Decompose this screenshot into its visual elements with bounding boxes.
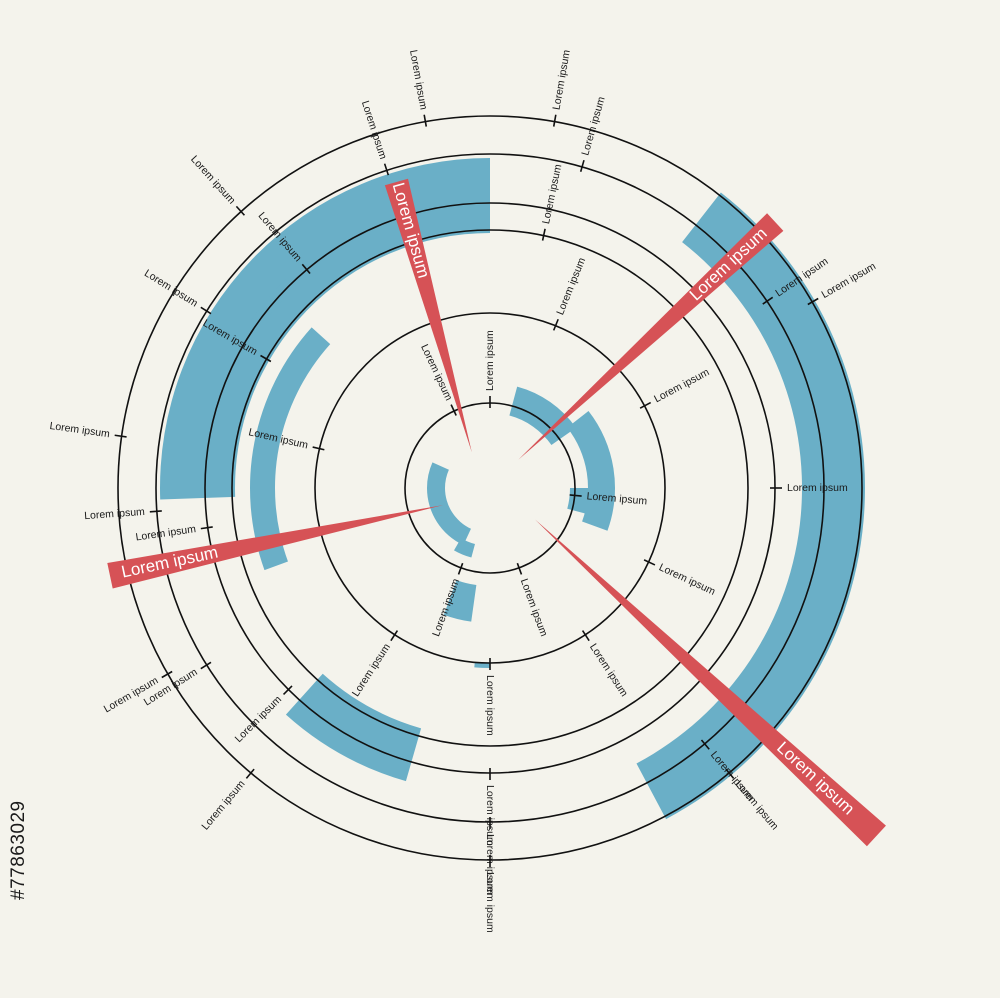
- tick-label: Lorem ipsum: [484, 330, 496, 391]
- tick-label: Lorem ipsum: [540, 163, 564, 225]
- flag-shape: [518, 213, 784, 460]
- data-segment: [427, 462, 449, 488]
- tick-mark: [541, 228, 546, 241]
- tick-label: Lorem ipsum: [142, 267, 200, 309]
- tick-label: Lorem ipsum: [484, 872, 496, 933]
- tick-label: Lorem ipsum: [586, 490, 648, 507]
- data-segment: [427, 488, 471, 546]
- callout-flag: Lorem ipsum: [518, 213, 784, 460]
- tick-mark: [643, 559, 656, 566]
- tick-label: Lorem ipsum: [587, 641, 630, 699]
- tick-mark: [552, 114, 557, 127]
- tick-label: Lorem ipsum: [657, 561, 717, 598]
- tick-mark: [457, 562, 464, 575]
- tick-mark: [282, 685, 293, 696]
- tick-mark: [200, 306, 212, 315]
- tick-label: Lorem ipsum: [787, 482, 848, 494]
- tick-label: Lorem ipsum: [484, 675, 496, 736]
- tick-mark: [301, 263, 311, 275]
- data-segment: [509, 386, 577, 445]
- tick-mark: [569, 494, 582, 497]
- data-segment: [454, 538, 475, 558]
- tick-mark: [639, 401, 652, 409]
- data-segment: [567, 411, 615, 531]
- tick-label: Lorem ipsum: [579, 95, 607, 157]
- ring-circle: [231, 229, 749, 747]
- tick-mark: [390, 630, 399, 642]
- tick-mark: [245, 768, 255, 779]
- tick-label: Lorem ipsum: [554, 256, 588, 317]
- data-segment: [250, 327, 331, 571]
- tick-label: Lorem ipsum: [359, 99, 389, 161]
- tick-mark: [579, 159, 585, 172]
- tick-label: Lorem ipsum: [188, 153, 238, 206]
- tick-mark: [260, 354, 272, 363]
- tick-label: Lorem ipsum: [484, 785, 496, 846]
- tick-mark: [161, 670, 173, 679]
- tick-mark: [700, 739, 710, 750]
- tick-mark: [235, 205, 246, 216]
- tick-mark: [200, 661, 212, 670]
- tick-label: Lorem ipsum: [135, 523, 197, 543]
- data-segment: [443, 580, 477, 622]
- flag-shape: [384, 178, 472, 453]
- tick-mark: [114, 434, 127, 438]
- data-segment: [636, 192, 865, 820]
- tick-mark: [516, 562, 523, 575]
- tick-mark: [552, 318, 559, 331]
- tick-mark: [149, 510, 162, 513]
- tick-label: Lorem ipsum: [233, 693, 285, 745]
- flag-shape: [107, 505, 444, 589]
- tick-mark: [581, 630, 590, 642]
- flag-label: Lorem ipsum: [120, 543, 220, 582]
- tick-mark: [725, 768, 735, 779]
- tick-label: Lorem ipsum: [732, 778, 780, 832]
- tick-mark: [423, 114, 428, 127]
- tick-label: Lorem ipsum: [49, 420, 111, 440]
- tick-mark: [312, 446, 325, 451]
- tick-mark: [762, 296, 774, 305]
- tick-label: Lorem ipsum: [199, 778, 247, 832]
- tick-label: Lorem ipsum: [652, 366, 711, 405]
- flag-shape: [535, 519, 886, 847]
- stock-id-text: #77863029: [8, 800, 29, 900]
- tick-label: Lorem ipsum: [84, 506, 146, 522]
- tick-mark: [200, 526, 213, 530]
- tick-mark: [807, 297, 819, 306]
- tick-mark: [383, 163, 390, 176]
- tick-mark: [450, 404, 457, 416]
- tick-label: Lorem ipsum: [551, 49, 573, 111]
- tick-label: Lorem ipsum: [350, 641, 393, 699]
- flag-label: Lorem ipsum: [773, 738, 858, 819]
- tick-label: Lorem ipsum: [407, 49, 429, 111]
- tick-label: Lorem ipsum: [518, 577, 550, 638]
